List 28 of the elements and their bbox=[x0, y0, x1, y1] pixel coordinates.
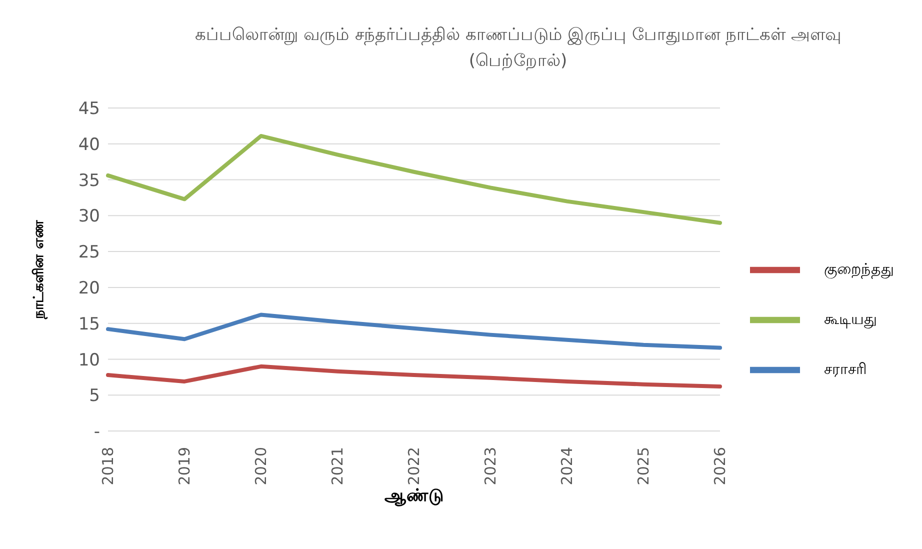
x-tick-label: 2022 bbox=[405, 447, 423, 486]
legend-label: குறைந்தது bbox=[824, 260, 894, 278]
y-tick-label: 40 bbox=[78, 134, 100, 155]
x-tick-label: 2021 bbox=[328, 447, 346, 486]
x-tick-label: 2026 bbox=[711, 447, 729, 486]
y-tick-label: 5 bbox=[89, 386, 100, 406]
y-tick-label: 15 bbox=[78, 314, 100, 334]
chart-title: கப்பலொன்று வரும் சந்தர்ப்பத்தில் காணப்படும் இருப்பு போதுமான நாட்கள் அளவு (பெற்றோல்) bbox=[194, 24, 842, 73]
x-tick-label: 2024 bbox=[558, 447, 576, 486]
x-tick-label: 2023 bbox=[482, 447, 500, 486]
line-series bbox=[106, 312, 722, 350]
legend-label: சராசரி bbox=[824, 360, 867, 378]
line-series bbox=[106, 364, 722, 388]
y-tick-label: 35 bbox=[78, 170, 100, 191]
y-tick-label: - bbox=[94, 422, 100, 442]
y-axis-title: நாட்களின எண bbox=[30, 220, 48, 320]
x-tick-label: 2020 bbox=[252, 447, 270, 486]
y-tick-label: 20 bbox=[78, 278, 100, 298]
x-tick-label: 2019 bbox=[176, 447, 194, 486]
x-tick-label: 2018 bbox=[99, 447, 117, 486]
y-tick-label: 45 bbox=[78, 99, 100, 120]
legend-label: கூடியது bbox=[824, 310, 877, 328]
y-tick-label: 30 bbox=[78, 206, 100, 227]
x-axis-title: ஆண்டு bbox=[384, 486, 444, 506]
line-series bbox=[106, 134, 722, 225]
y-tick-label: 25 bbox=[78, 242, 100, 263]
x-tick-label: 2025 bbox=[634, 447, 652, 486]
y-tick-label: 10 bbox=[78, 350, 100, 370]
